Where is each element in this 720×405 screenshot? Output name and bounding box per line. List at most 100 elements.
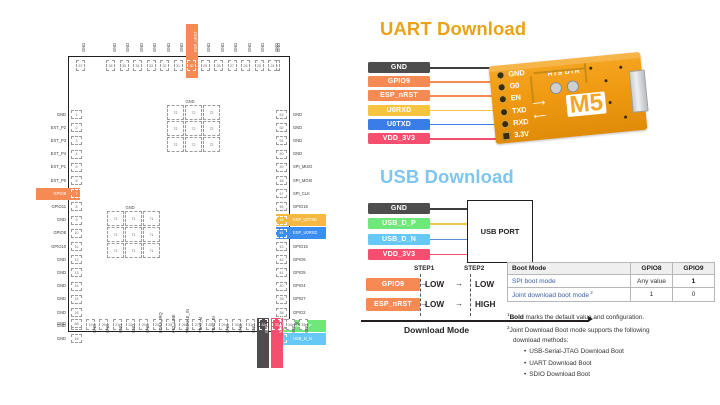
pad-left-3: 3 [71,136,82,146]
m5-pin-label-GND: GND [508,68,525,79]
footnote-2-line2: download methods: [513,337,569,344]
pin-label-bottom-GND-30: GND [237,323,243,333]
pad-top-35: 35 [119,60,129,71]
usb-signal-USB_D_P: USB_D_P [368,218,430,230]
uart-wire-VDD_3V3 [430,138,506,140]
pad-left-10: 10 [71,228,82,238]
pin-label-right-GPIO2-38: GPIO2 [293,309,306,315]
pad-left-1: 1 [71,110,82,119]
pin-label-left-GPIO8-10: GPIO8 [53,230,66,236]
pin-label-top-GND-35: GND [125,42,130,52]
pin-label-bottom-VDD_3V3-33: VDD_3V3 [277,314,283,333]
boot-table-mode-sup: 2 [588,289,593,295]
uart-wire-U0RXD [430,109,506,112]
usb-signal-VDD_3V3: VDD_3V3 [368,248,430,260]
pad-right-44: 44 [276,228,287,238]
footnote-bullet-2: SDIO Download Boot [524,371,590,378]
pad-left-5: 5 [71,162,82,172]
boot-mode-table: Boot Mode GPIO8 GPIO9 SPI boot mode Any v… [507,261,715,303]
m5-pin-label-G0: G0 [509,80,520,91]
pad-grid-72-0-1: 72 [185,105,202,120]
pad-right-51: 51 [276,136,287,146]
m5-via-5 [623,115,628,119]
m5-rts-button [549,81,563,95]
pad-bottom-32: 32 [258,319,268,330]
footnote-1-text: marks the default value and configuratio… [523,314,645,322]
pin-label-right-GPIO18-46: GPIO18 [293,203,308,209]
pad-grid-72-0-2: 72 [203,105,220,120]
pad-left-9: 9 [71,215,82,225]
download-step1-ESP_nRST: LOW [425,300,445,309]
pin-label-left-GND-18: GND [56,335,66,341]
boot-table-th-gpio9: GPIO9 [672,261,715,276]
pad-top-67: 67 [76,60,85,71]
pin-label-bottom-LORA_IRQ-24: LORA_IRQ [158,312,163,333]
pin-label-bottom-GND-22: GND [131,323,137,333]
pad-right-43: 43 [276,242,287,251]
boot-table-cell-mode: Joint download boot mode 2 [507,286,631,303]
pad-top-24: 24 [268,60,277,71]
boot-table-row: SPI boot mode Any value 1 [507,274,715,288]
pad-grid-72-1-2: 72 [203,121,220,136]
pad-grid-72-0-0: 72 [167,105,184,120]
pin-label-bottom-GND-19: GND [91,323,97,333]
pad-right-52: 52 [276,123,287,133]
pad-bottom-24: 24 [152,319,162,330]
pad-right-50: 50 [276,149,287,159]
pin-label-right-GND-53: GND [293,111,303,117]
pin-label-left-GND-9: GND [56,217,66,223]
download-mode-caption: Download Mode [404,325,470,335]
pin-label-top-GND-27: GND [233,42,238,52]
pad-bottom-34: 34 [285,319,295,330]
pad-right-45: 45 [276,215,287,225]
pin-highlight-top-ESP_nRST [185,24,198,78]
uart-signal-U0TXD: U0TXD [368,118,430,130]
m5-pin-label-RXD: RXD [512,116,529,128]
pad-grid-71-2-1: 71 [125,243,142,258]
download-arrow-1-GPIO9: → [420,279,428,288]
m5-usb-connector [628,69,649,113]
footnote-1-bold: Bold [509,314,524,322]
pin-label-left-GND-12: GND [56,256,66,262]
uart-signal-VDD_3V3: VDD_3V3 [368,133,430,144]
m5-via-2 [604,79,608,83]
uart-download-title: UART Download [380,18,527,39]
footnote-1-marker: 1 [507,312,510,317]
pad-grid-72-2-0: 72 [167,137,184,152]
pin-label-right-SPI_MOSI-48: SPI_MOSI [293,177,313,183]
pad-bottom-33: 33 [272,319,282,330]
pin-label-left-GND-16: GND [56,309,66,315]
pad-bottom-23: 23 [139,319,149,330]
pad-top-34: 34 [133,60,142,71]
chip-outline [68,56,290,332]
uart-wire-GND [430,67,506,69]
step1-header: STEP1 [414,265,435,272]
pin-label-right-GPIO6-42: GPIO6 [293,256,306,262]
pad-bottom-25: 25 [165,319,175,330]
pad-bottom-35: 35 [298,319,308,330]
footnote-1: 1Bold marks the default value and config… [507,312,717,322]
pin-label-right-GND-69: GND [293,320,303,326]
pad-right-41: 41 [276,268,287,278]
pin-label-left-GPIO10-11: GPIO10 [51,243,66,249]
m5-via-4 [619,65,623,69]
footnote-2: 2Joint Download Boot mode supports the f… [507,325,719,335]
uart-signal-GND: GND [368,62,430,73]
step2-header: STEP2 [464,265,485,272]
pin-label-bottom-IRQ_LINE-25: IRQ_LINE [171,314,177,333]
boot-table-header-row: Boot Mode GPIO8 GPIO9 [507,261,715,276]
pad-grid-71-label: GND [125,205,135,210]
pad-right-47: 47 [276,189,287,199]
footnote-2-line1: Joint Download Boot mode supports the fo… [509,327,650,335]
pad-top-36: 36 [106,60,115,71]
pad-bottom-20: 20 [99,319,109,330]
pin-label-right-GND-51: GND [293,137,303,143]
pin-label-top-GND-36: GND [111,42,117,52]
pad-grid-71-2-0: 71 [107,243,124,258]
pad-right-38: 38 [276,308,287,317]
pin-label-right-USB_D_N-36: USB_D_N [293,335,312,341]
pad-top-28: 28 [214,60,223,71]
pad-left-68: 68 [71,319,82,328]
pin-label-left-EXT_P2-2: EXT_P2 [50,124,66,130]
pad-bottom-30: 30 [232,319,242,330]
